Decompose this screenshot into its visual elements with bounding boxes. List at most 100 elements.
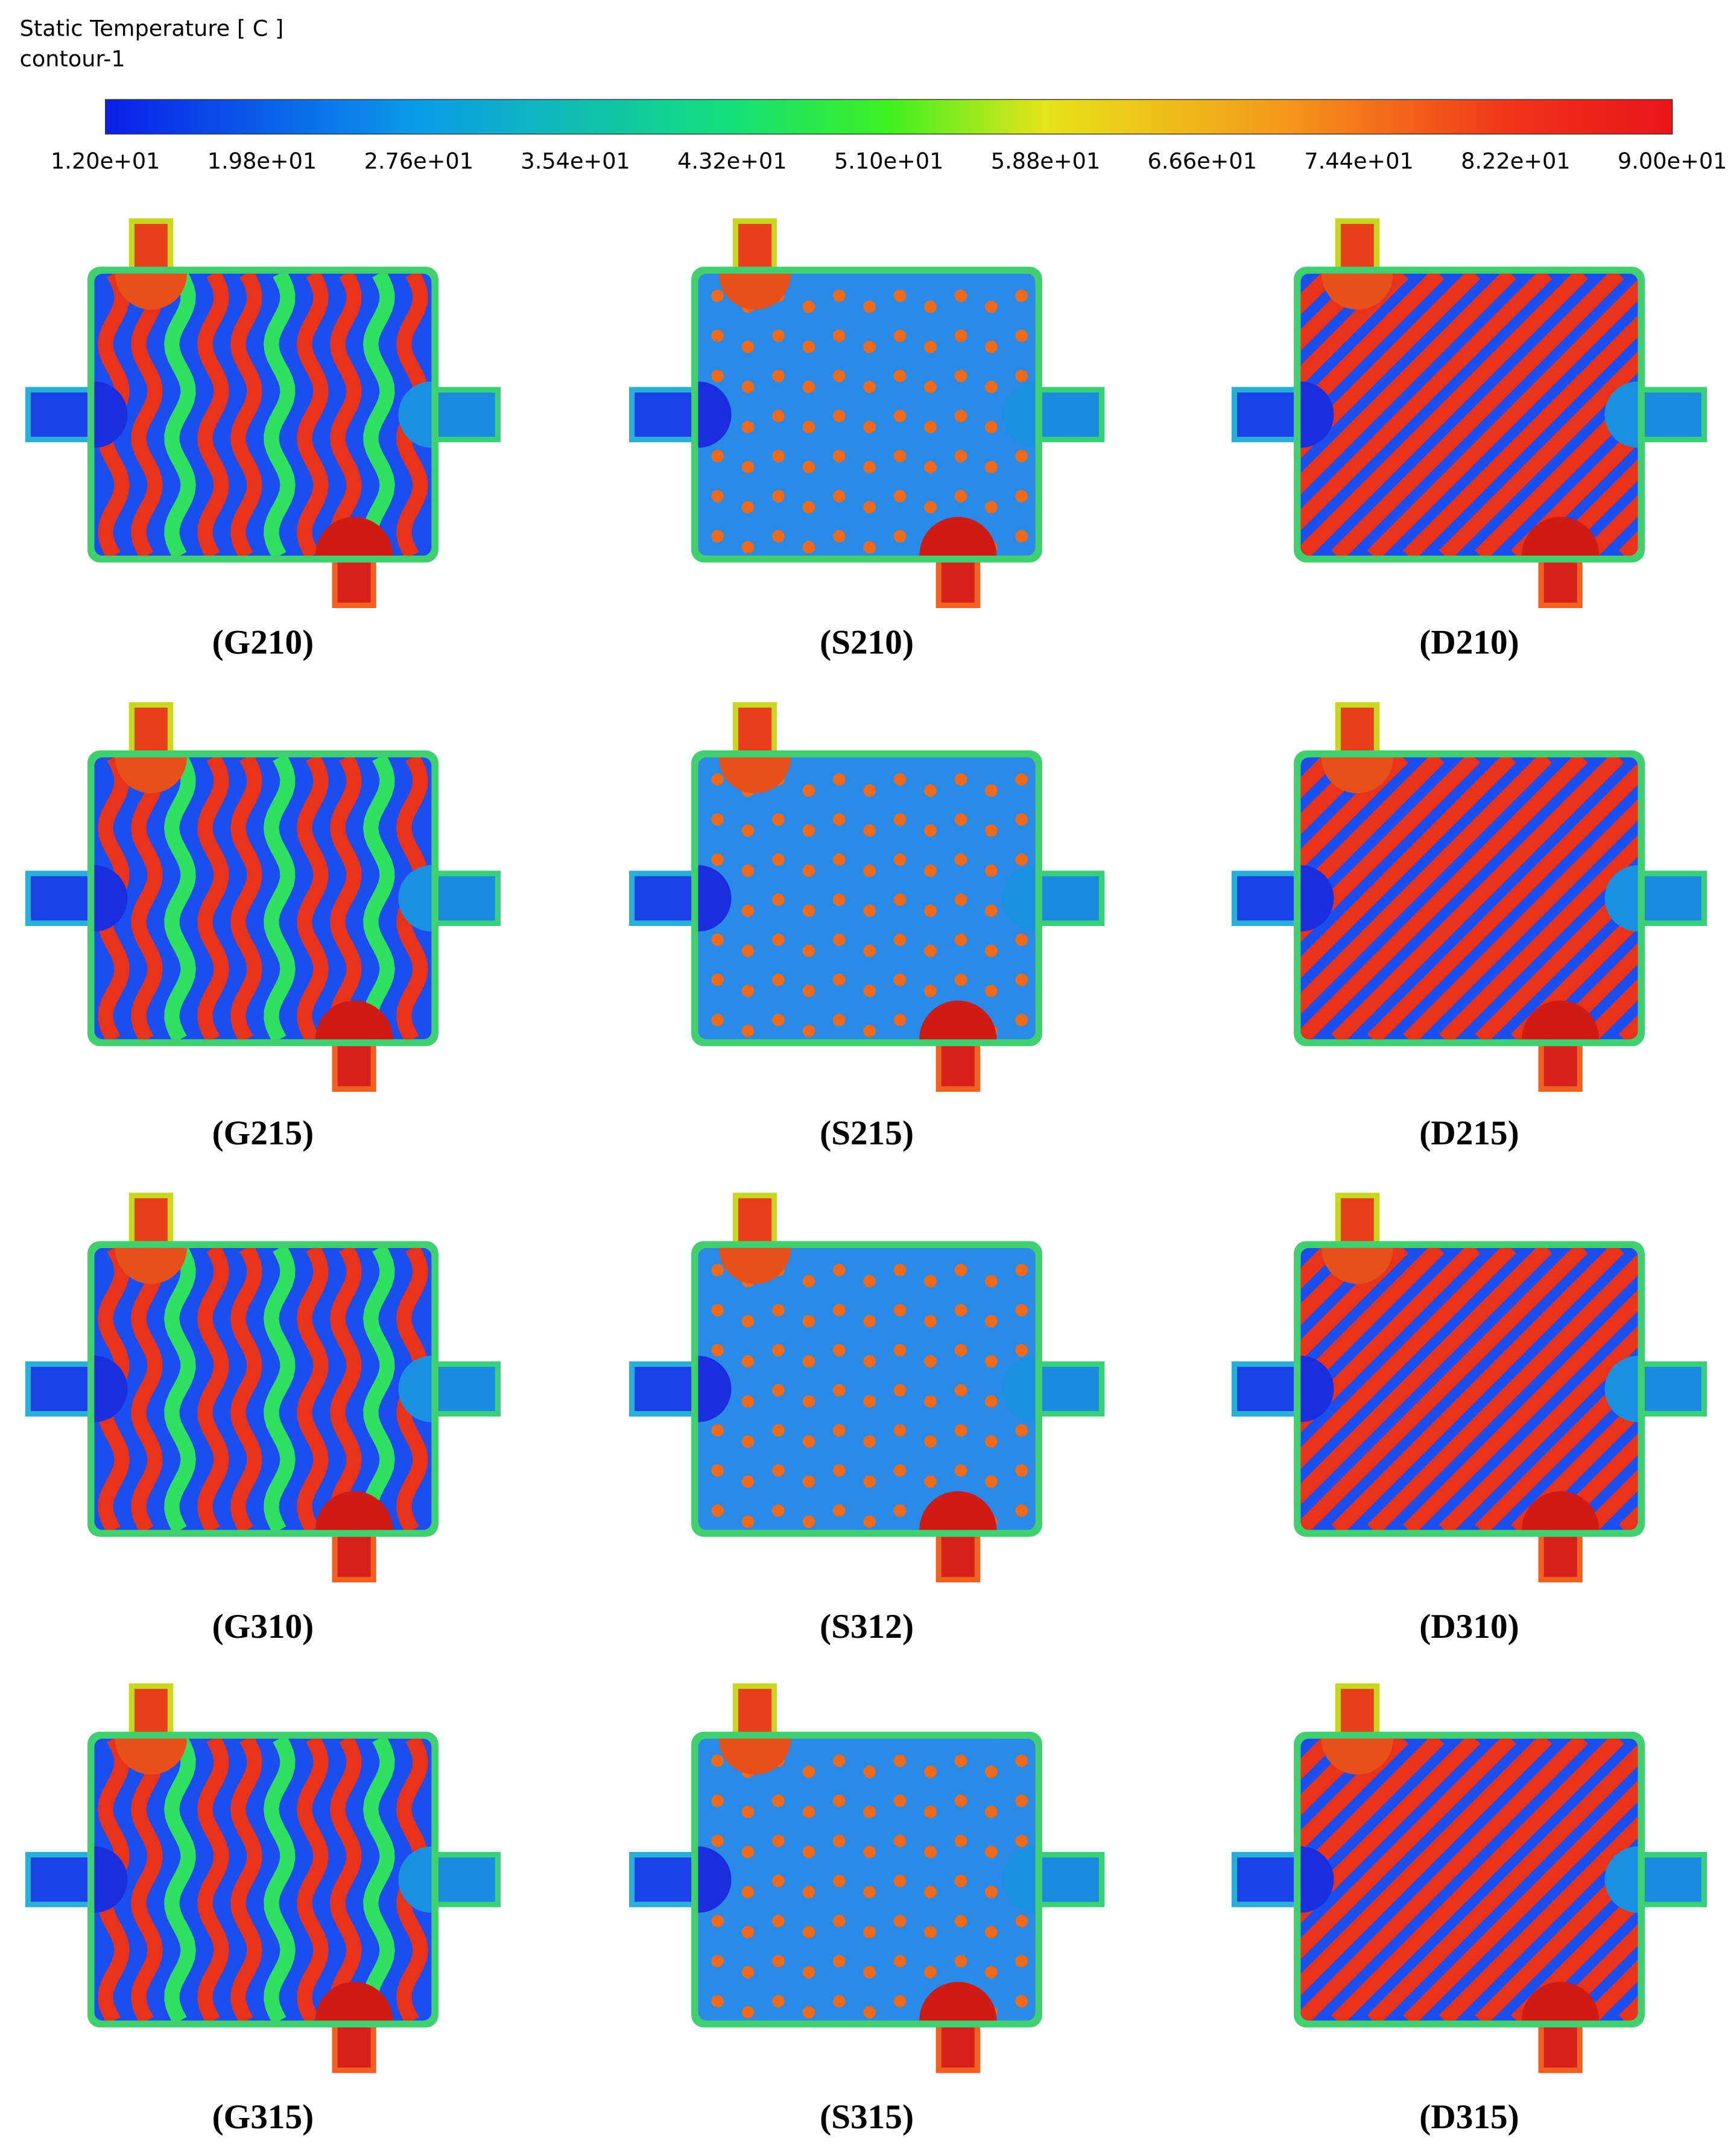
hot-channel — [230, 757, 262, 1039]
colorbar-tick-label: 8.22e+01 — [1461, 148, 1570, 174]
hot-spot — [924, 944, 937, 957]
panel-label: (S215) — [820, 1114, 914, 1152]
hot-spot — [772, 1013, 785, 1027]
hot-spot — [802, 1355, 815, 1368]
hot-spot — [741, 1395, 755, 1408]
hot-spot — [832, 893, 846, 906]
hot-channel — [1300, 757, 1552, 1039]
hot-spot — [954, 813, 967, 826]
hot-spot — [984, 300, 998, 313]
hot-spot — [863, 1435, 876, 1448]
hot-channel — [296, 757, 329, 1039]
hot-spot — [711, 289, 724, 302]
hot-spot — [1015, 1304, 1028, 1317]
hot-spot — [802, 300, 815, 313]
hot-channel — [1583, 757, 1638, 1039]
hot-spot — [863, 864, 876, 877]
contour-panel — [25, 1683, 501, 2073]
hot-channel — [1300, 757, 1516, 1039]
panel-label: (D215) — [1419, 1114, 1519, 1152]
hot-spot — [1015, 329, 1028, 343]
hot-spot — [772, 1995, 785, 2008]
hot-spot — [984, 864, 998, 877]
hot-spot — [772, 1344, 785, 1357]
hot-spot — [711, 1955, 724, 1968]
hot-spot — [893, 1504, 907, 1517]
side-plume — [1300, 1846, 1334, 1913]
hot-channel — [296, 1248, 329, 1530]
hot-spot — [741, 381, 755, 393]
hot-channel — [329, 1739, 362, 2021]
hot-channel — [1438, 1248, 1638, 1530]
hot-channel — [1300, 1248, 1552, 1530]
hot-spot — [984, 984, 998, 997]
hot-spot — [802, 1886, 815, 1898]
hot-spot — [924, 1965, 937, 1979]
hot-spot — [802, 340, 815, 354]
hot-spot — [772, 410, 785, 422]
side-plume — [1300, 865, 1334, 932]
hot-channel — [197, 273, 229, 556]
contour-field — [698, 273, 1036, 556]
hot-spot — [741, 541, 755, 554]
hot-spot — [924, 824, 937, 837]
hot-spot — [1015, 1754, 1028, 1768]
panel-label: (S315) — [820, 2098, 914, 2136]
hot-spot — [924, 904, 937, 918]
hot-spot — [863, 1926, 876, 1939]
hot-spot — [832, 853, 846, 866]
hot-spot — [984, 1926, 998, 1939]
hot-spot — [984, 1765, 998, 1778]
hot-spot — [802, 1965, 815, 1979]
hot-spot — [984, 1475, 998, 1488]
hot-spot — [954, 490, 967, 503]
hot-channel — [1300, 1739, 1373, 2021]
hot-spot — [741, 1806, 755, 1818]
inlet-plume — [1321, 1739, 1393, 1775]
hot-spot — [832, 1304, 846, 1317]
hot-channel — [263, 1248, 296, 1530]
hot-spot — [832, 1794, 846, 1807]
hot-spot — [1015, 289, 1028, 302]
hot-spot — [1015, 449, 1028, 463]
hot-channel — [1300, 273, 1552, 556]
hot-channel — [1300, 273, 1445, 556]
hot-spot — [772, 1874, 785, 1888]
hot-channel — [1403, 1248, 1638, 1530]
hot-spot — [984, 784, 998, 797]
hot-spot — [772, 490, 785, 503]
hot-spot — [984, 1845, 998, 1859]
side-plume — [94, 865, 128, 932]
panel-label: (G210) — [212, 624, 314, 662]
hot-channel — [163, 1248, 196, 1530]
side-plume — [398, 381, 432, 448]
hot-spot — [893, 329, 907, 343]
hot-channel — [197, 757, 229, 1039]
hot-spot — [893, 1264, 907, 1276]
hot-spot — [893, 530, 907, 543]
hot-spot — [711, 933, 724, 946]
hot-spot — [1015, 1915, 1028, 1927]
hot-channel — [1300, 1739, 1588, 2021]
hot-spot — [1015, 1955, 1028, 1968]
hot-channel — [1300, 273, 1408, 556]
side-plume — [1604, 381, 1638, 448]
hot-spot — [863, 1886, 876, 1898]
hot-spot — [832, 1995, 846, 2008]
hot-spot — [984, 1886, 998, 1898]
hot-channel — [1510, 1248, 1638, 1530]
hot-spot — [893, 449, 907, 463]
hot-spot — [832, 1504, 846, 1517]
hot-spot — [772, 369, 785, 382]
hot-spot — [1015, 1013, 1028, 1027]
hot-spot — [772, 1834, 785, 1847]
contour-panel — [25, 218, 501, 609]
hot-spot — [832, 530, 846, 543]
hot-spot — [893, 410, 907, 422]
hot-spot — [832, 449, 846, 463]
hot-spot — [984, 1806, 998, 1818]
hot-spot — [772, 449, 785, 463]
hot-spot — [863, 501, 876, 514]
hot-spot — [924, 1475, 937, 1488]
hot-spot — [741, 944, 755, 957]
